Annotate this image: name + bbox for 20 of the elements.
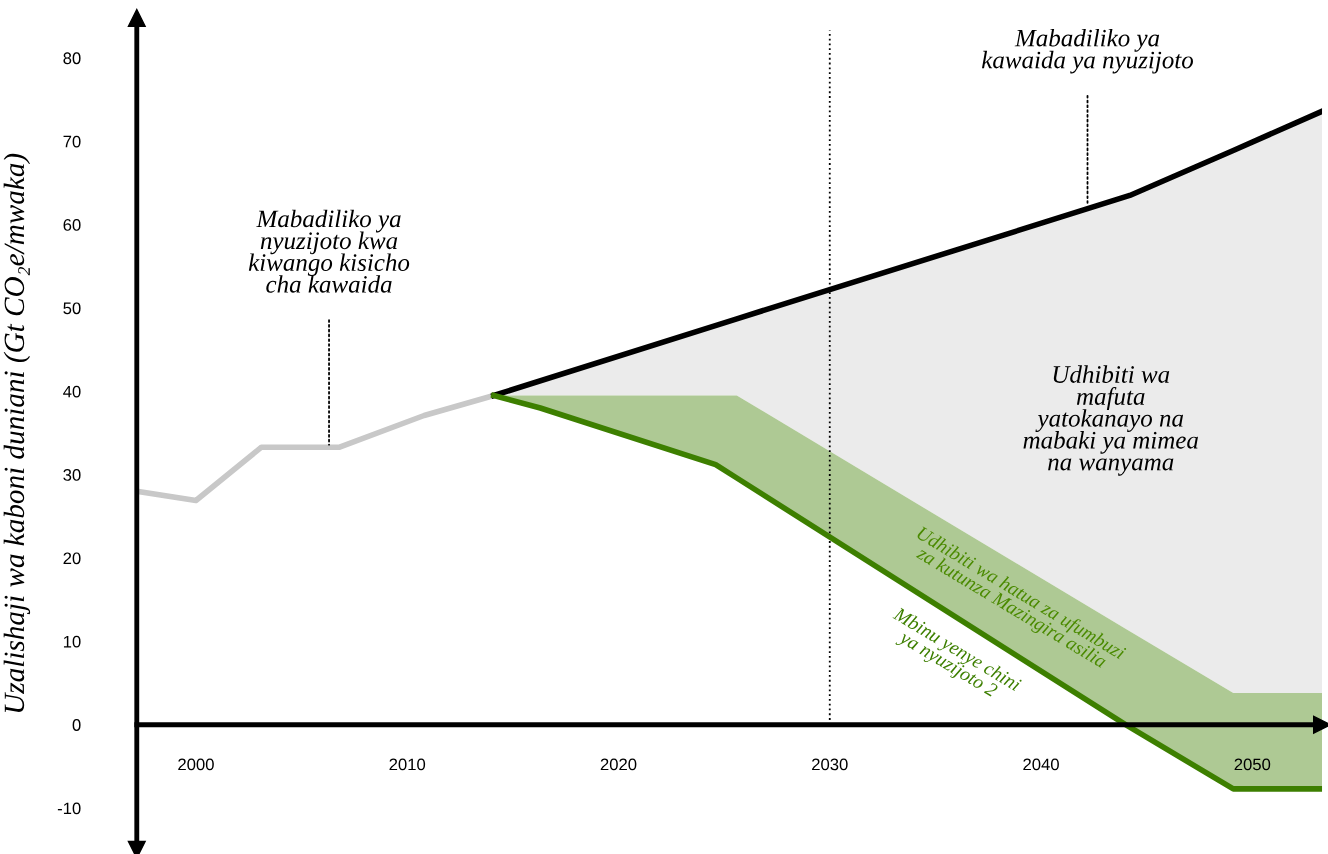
x-tick-label: 2050 bbox=[1234, 758, 1271, 771]
y-tick-label: 40 bbox=[63, 385, 81, 398]
y-tick-label: 70 bbox=[63, 135, 81, 148]
y-tick-label: 80 bbox=[63, 52, 81, 65]
annotation: Mabadiliko ya kawaida ya nyuzijoto bbox=[981, 28, 1193, 74]
x-tick-label: 2020 bbox=[600, 758, 637, 771]
y-tick-label: 10 bbox=[63, 635, 81, 648]
x-tick-label: 2010 bbox=[389, 758, 426, 771]
y-axis-title: Uzalishaji wa kaboni duniani (Gt CO₂e/mwaka) bbox=[3, 153, 31, 713]
annotation: Udhibiti wa mafuta yatokanayo na mabaki ya mimea na wanyama bbox=[1023, 365, 1198, 476]
annotation: Mabadiliko ya nyuzijoto kwa kiwango kisicho cha kawaida bbox=[248, 209, 410, 293]
y-tick-label: -10 bbox=[57, 802, 81, 815]
y-tick-label: 20 bbox=[63, 552, 81, 565]
y-tick-label: 50 bbox=[63, 302, 81, 315]
x-tick-label: 2000 bbox=[178, 758, 214, 771]
x-tick-label: 2040 bbox=[1023, 758, 1059, 771]
y-tick-label: 30 bbox=[63, 469, 81, 481]
y-tick-label: 60 bbox=[63, 219, 81, 231]
x-tick-label: 2030 bbox=[812, 758, 848, 771]
y-tick-label: 0 bbox=[72, 719, 81, 731]
